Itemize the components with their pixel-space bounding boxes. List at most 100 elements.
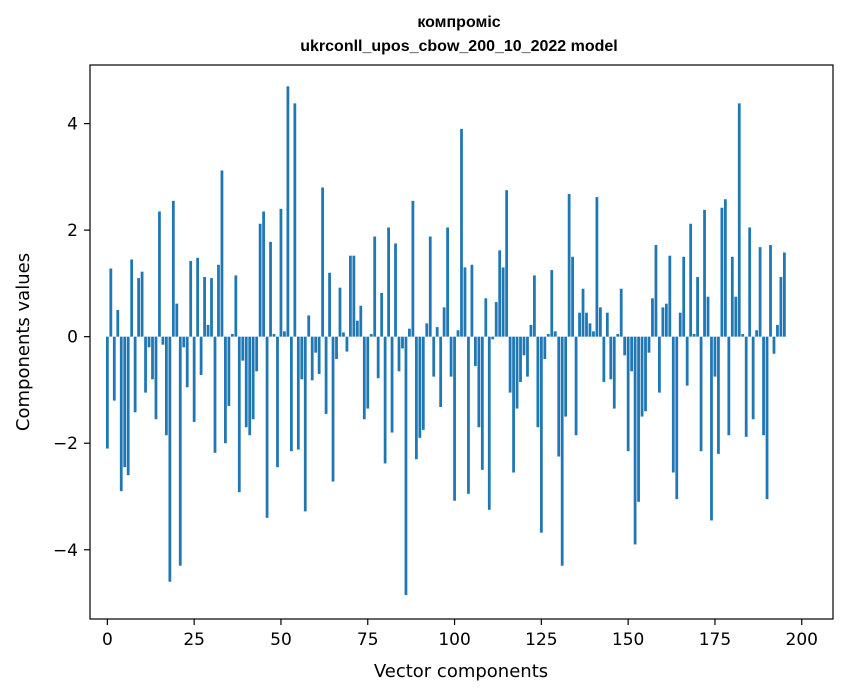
bar [480, 336, 484, 470]
bar [644, 336, 647, 412]
bar [616, 334, 620, 337]
bar [133, 336, 137, 413]
bar [505, 190, 509, 337]
bar [765, 336, 769, 500]
bar [335, 336, 338, 360]
bar [411, 200, 415, 337]
x-tick-label: 200 [786, 630, 818, 650]
bar [605, 312, 609, 337]
bar [557, 336, 561, 457]
bar [227, 336, 231, 406]
bar [303, 336, 307, 512]
bar [421, 336, 425, 430]
bar [401, 336, 404, 349]
bar [446, 227, 449, 337]
bar [678, 312, 682, 337]
bar [595, 197, 599, 337]
bar [602, 336, 606, 382]
bar [730, 256, 734, 337]
bar [783, 252, 786, 337]
bar [550, 270, 554, 337]
y-tick-label: 4 [67, 115, 78, 135]
bar [408, 328, 411, 337]
bar [463, 267, 467, 337]
bar [675, 336, 679, 500]
bar [404, 336, 408, 596]
bar [703, 209, 706, 337]
bar [307, 315, 311, 337]
bar [449, 336, 453, 377]
y-axis-ticks: −4 −2 0 2 4 [53, 115, 90, 561]
bar [592, 331, 595, 337]
bar [706, 296, 710, 337]
bar [494, 302, 498, 337]
bar [710, 336, 713, 521]
bar [571, 256, 574, 337]
y-tick-label: 0 [67, 328, 78, 348]
bar [317, 336, 321, 374]
bar [276, 336, 279, 468]
bar [734, 296, 738, 337]
bar [119, 336, 123, 492]
bar [560, 336, 564, 566]
y-tick-label: −4 [53, 541, 78, 561]
x-tick-label: 125 [525, 630, 557, 650]
bar [578, 312, 581, 337]
bar [137, 278, 140, 337]
bar [519, 336, 522, 382]
bar [553, 331, 557, 337]
bar [164, 336, 168, 436]
bar [196, 257, 200, 337]
y-tick-label: 2 [67, 221, 78, 241]
bar [564, 336, 568, 417]
bar [453, 336, 456, 501]
x-tick-label: 100 [438, 630, 470, 650]
bar [182, 336, 186, 348]
bar [425, 323, 429, 337]
bar [130, 259, 134, 337]
bar [664, 303, 668, 337]
bar [394, 243, 397, 337]
bar [598, 307, 602, 337]
bar [574, 336, 578, 436]
bar [171, 200, 175, 337]
bar [460, 128, 463, 337]
bar [189, 261, 193, 337]
bar [279, 208, 283, 337]
bar [755, 330, 759, 337]
bar [439, 336, 443, 407]
bar [692, 334, 696, 337]
bar [210, 278, 213, 337]
y-tick-label: −2 [53, 434, 78, 454]
bar [633, 336, 637, 545]
bar [126, 336, 130, 476]
bar [470, 264, 474, 337]
bar [244, 336, 248, 428]
bar [352, 255, 356, 337]
bar [772, 336, 776, 354]
bar [654, 245, 658, 337]
bar [668, 255, 672, 337]
bar [213, 336, 217, 453]
bar [390, 336, 394, 433]
bar [717, 336, 720, 454]
bar [251, 336, 255, 420]
bar [432, 336, 436, 377]
bar [224, 336, 227, 444]
bar [546, 334, 550, 337]
bar [220, 170, 224, 337]
bar [237, 336, 241, 493]
bar [248, 336, 252, 436]
x-tick-label: 50 [270, 630, 292, 650]
x-tick-label: 150 [612, 630, 644, 650]
bar [456, 330, 460, 337]
bar [699, 336, 703, 452]
bar [474, 336, 477, 366]
bar [206, 324, 210, 337]
bar [310, 336, 314, 381]
bar [349, 255, 352, 337]
bar [373, 236, 377, 337]
chart-title: компроміс [417, 14, 500, 31]
bar [331, 336, 335, 482]
bar [515, 336, 519, 409]
